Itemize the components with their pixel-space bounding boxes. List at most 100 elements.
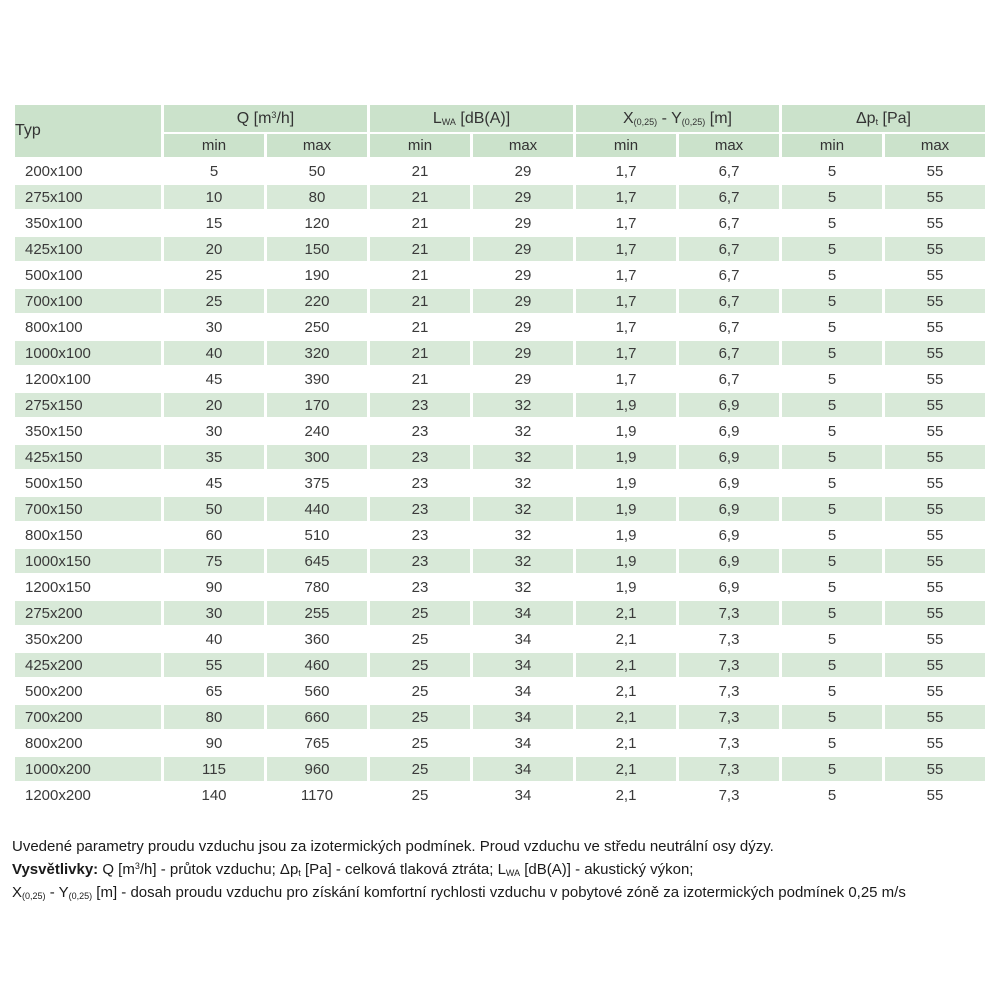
value-cell: 5: [782, 679, 882, 703]
typ-cell: 1000x200: [15, 757, 161, 781]
value-cell: 6,9: [679, 393, 779, 417]
value-cell: 7,3: [679, 679, 779, 703]
value-cell: 5: [782, 497, 882, 521]
column-header-lwa-min: min: [370, 134, 470, 157]
value-cell: 23: [370, 393, 470, 417]
value-cell: 780: [267, 575, 367, 599]
value-cell: 30: [164, 601, 264, 625]
value-cell: 360: [267, 627, 367, 651]
minmax-header-row: min max min max min max min max: [15, 134, 985, 157]
value-cell: 25: [370, 757, 470, 781]
column-header-dp-max: max: [885, 134, 985, 157]
typ-cell: 275x100: [15, 185, 161, 209]
value-cell: 32: [473, 471, 573, 495]
table-row: 800x150 60 510 23 32 1,9 6,9 5 55: [15, 523, 985, 547]
note-reach: X(0,25) - Y(0,25) [m] - dosah proudu vzd…: [12, 884, 906, 901]
typ-cell: 1000x150: [15, 549, 161, 573]
value-cell: 765: [267, 731, 367, 755]
value-cell: 1,7: [576, 341, 676, 365]
value-cell: 5: [782, 549, 882, 573]
value-cell: 29: [473, 341, 573, 365]
value-cell: 65: [164, 679, 264, 703]
value-cell: 55: [885, 393, 985, 417]
value-cell: 80: [164, 705, 264, 729]
table-row: 700x150 50 440 23 32 1,9 6,9 5 55: [15, 497, 985, 521]
value-cell: 34: [473, 757, 573, 781]
typ-cell: 500x200: [15, 679, 161, 703]
value-cell: 1,9: [576, 497, 676, 521]
value-cell: 25: [370, 601, 470, 625]
value-cell: 20: [164, 393, 264, 417]
value-cell: 55: [885, 471, 985, 495]
value-cell: 1170: [267, 783, 367, 807]
column-group-q: Q [m3/h]: [164, 105, 367, 132]
value-cell: 45: [164, 367, 264, 391]
value-cell: 6,9: [679, 549, 779, 573]
value-cell: 1,9: [576, 523, 676, 547]
value-cell: 5: [782, 523, 882, 547]
value-cell: 21: [370, 185, 470, 209]
value-cell: 5: [164, 159, 264, 183]
table-body: 200x100 5 50 21 29 1,7 6,7 5 55 275x100 10 80 21 29 1,…: [15, 159, 985, 807]
value-cell: 2,1: [576, 679, 676, 703]
value-cell: 55: [885, 497, 985, 521]
value-cell: 7,3: [679, 783, 779, 807]
value-cell: 5: [782, 185, 882, 209]
value-cell: 1,7: [576, 159, 676, 183]
value-cell: 250: [267, 315, 367, 339]
value-cell: 6,7: [679, 211, 779, 235]
value-cell: 7,3: [679, 757, 779, 781]
value-cell: 55: [885, 627, 985, 651]
value-cell: 50: [267, 159, 367, 183]
value-cell: 220: [267, 289, 367, 313]
value-cell: 6,7: [679, 315, 779, 339]
typ-cell: 1200x200: [15, 783, 161, 807]
table-row: 425x150 35 300 23 32 1,9 6,9 5 55: [15, 445, 985, 469]
spec-table: Typ Q [m3/h] LWA [dB(A)] X(0,25) - Y(0,2…: [12, 103, 988, 809]
value-cell: 6,9: [679, 523, 779, 547]
value-cell: 35: [164, 445, 264, 469]
value-cell: 32: [473, 575, 573, 599]
value-cell: 5: [782, 445, 882, 469]
value-cell: 1,7: [576, 211, 676, 235]
value-cell: 1,7: [576, 367, 676, 391]
value-cell: 21: [370, 263, 470, 287]
typ-cell: 800x100: [15, 315, 161, 339]
value-cell: 21: [370, 237, 470, 261]
value-cell: 25: [370, 731, 470, 755]
typ-cell: 200x100: [15, 159, 161, 183]
value-cell: 32: [473, 445, 573, 469]
value-cell: 1,9: [576, 471, 676, 495]
value-cell: 60: [164, 523, 264, 547]
value-cell: 21: [370, 289, 470, 313]
value-cell: 2,1: [576, 627, 676, 651]
value-cell: 375: [267, 471, 367, 495]
value-cell: 5: [782, 263, 882, 287]
value-cell: 5: [782, 783, 882, 807]
value-cell: 55: [885, 549, 985, 573]
value-cell: 40: [164, 341, 264, 365]
value-cell: 21: [370, 367, 470, 391]
value-cell: 5: [782, 289, 882, 313]
column-header-xy-min: min: [576, 134, 676, 157]
value-cell: 29: [473, 263, 573, 287]
typ-cell: 275x200: [15, 601, 161, 625]
value-cell: 255: [267, 601, 367, 625]
value-cell: 5: [782, 757, 882, 781]
value-cell: 2,1: [576, 757, 676, 781]
value-cell: 50: [164, 497, 264, 521]
table-row: 275x100 10 80 21 29 1,7 6,7 5 55: [15, 185, 985, 209]
value-cell: 55: [885, 367, 985, 391]
table-row: 1200x200 140 1170 25 34 2,1 7,3 5 55: [15, 783, 985, 807]
value-cell: 1,9: [576, 419, 676, 443]
value-cell: 6,9: [679, 497, 779, 521]
value-cell: 23: [370, 575, 470, 599]
value-cell: 6,9: [679, 445, 779, 469]
value-cell: 6,7: [679, 185, 779, 209]
value-cell: 5: [782, 705, 882, 729]
value-cell: 320: [267, 341, 367, 365]
value-cell: 29: [473, 211, 573, 235]
column-header-dp-min: min: [782, 134, 882, 157]
value-cell: 55: [885, 289, 985, 313]
value-cell: 55: [885, 315, 985, 339]
